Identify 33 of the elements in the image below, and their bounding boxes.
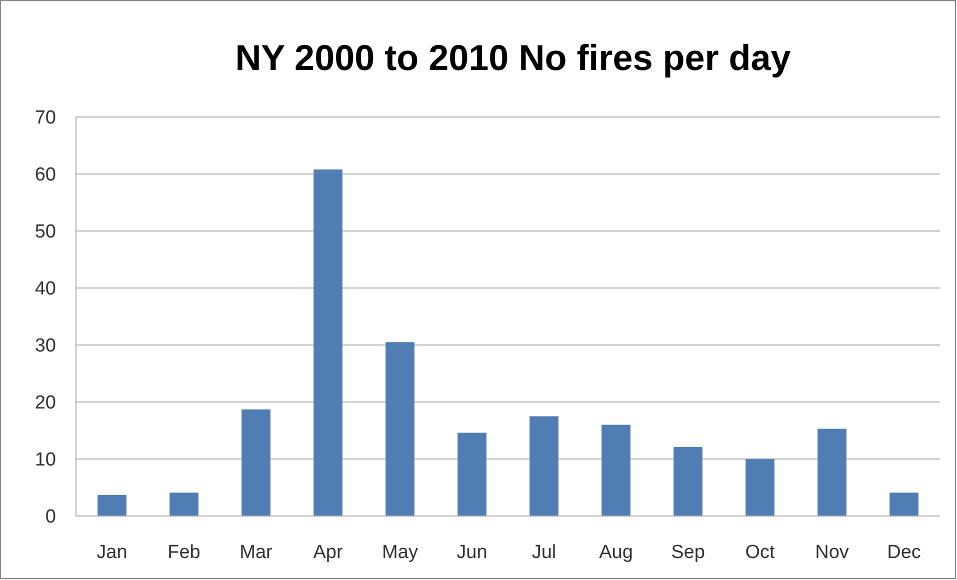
y-tick-label: 60 — [34, 164, 56, 186]
x-tick-label: Feb — [168, 542, 200, 563]
y-tick-label: 40 — [34, 278, 56, 300]
bar — [746, 459, 774, 516]
bar — [386, 342, 414, 516]
y-tick-label: 30 — [34, 336, 56, 357]
bar — [818, 428, 846, 516]
x-tick-label: Oct — [745, 542, 776, 563]
y-tick-label: 70 — [34, 108, 56, 129]
y-tick-label: 50 — [34, 222, 56, 243]
x-tick-label: Sep — [671, 542, 705, 563]
y-tick-label: 20 — [34, 392, 56, 414]
bar — [98, 494, 126, 516]
y-tick-label: 0 — [45, 506, 56, 528]
bar — [890, 492, 918, 516]
x-tick-label: Aug — [599, 542, 633, 563]
x-tick-label: Mar — [240, 542, 274, 563]
bar — [242, 409, 270, 516]
bar — [530, 416, 558, 516]
x-tick-label: May — [382, 542, 418, 563]
x-tick-label: Jun — [456, 542, 488, 563]
bar — [170, 492, 198, 516]
bar — [602, 424, 630, 516]
bar — [458, 432, 486, 516]
x-tick-label: Dec — [887, 542, 921, 563]
x-tick-label: Jan — [96, 542, 128, 563]
chart-title: NY 2000 to 2010 No fires per day — [235, 37, 791, 78]
x-tick-label: Jul — [532, 542, 556, 563]
bar — [314, 169, 342, 516]
x-tick-label: Nov — [815, 542, 850, 563]
bar — [674, 447, 702, 516]
y-tick-label: 10 — [34, 450, 56, 471]
x-tick-label: Apr — [313, 542, 344, 563]
